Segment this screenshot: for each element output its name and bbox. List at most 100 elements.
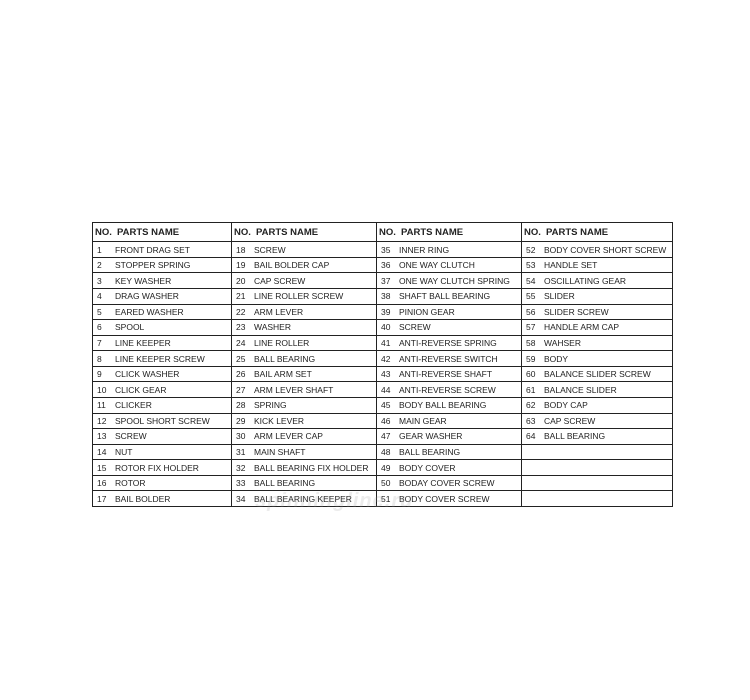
row: 42 ANTI-REVERSE SWITCH bbox=[377, 351, 521, 367]
row: 13 SCREW bbox=[93, 429, 231, 445]
part-name: BAIL BOLDER CAP bbox=[254, 260, 330, 271]
part-no: 46 bbox=[381, 415, 391, 426]
part-name: SCREW bbox=[399, 322, 431, 333]
part-no: 50 bbox=[381, 478, 391, 489]
part-no: 64 bbox=[526, 431, 536, 442]
part-name: HANDLE ARM CAP bbox=[544, 322, 620, 333]
part-no: 11 bbox=[97, 400, 106, 411]
part-name: CLICKER bbox=[115, 400, 152, 411]
header-name: PARTS NAME bbox=[117, 226, 180, 238]
header-row: NO. PARTS NAME bbox=[377, 223, 521, 243]
part-no: 55 bbox=[526, 291, 536, 302]
row: 12 SPOOL SHORT SCREW bbox=[93, 414, 231, 430]
part-no: 49 bbox=[381, 462, 391, 473]
part-no: 26 bbox=[236, 369, 246, 380]
part-name: CLICK GEAR bbox=[115, 384, 167, 395]
row: 31 MAIN SHAFT bbox=[232, 445, 376, 461]
column: NO. PARTS NAME 52 BODY COVER SHORT SCREW 53 H… bbox=[522, 223, 672, 506]
row: 26 BAIL ARM SET bbox=[232, 367, 376, 383]
row: 2 STOPPER SPRING bbox=[93, 258, 231, 274]
row: 64 BALL BEARING bbox=[522, 429, 672, 445]
header-no: NO. bbox=[234, 226, 251, 238]
part-no: 32 bbox=[236, 462, 246, 473]
row bbox=[522, 445, 672, 461]
part-no: 33 bbox=[236, 478, 246, 489]
row: 25 BALL BEARING bbox=[232, 351, 376, 367]
part-no: 48 bbox=[381, 447, 391, 458]
part-name: ANTI-REVERSE SHAFT bbox=[399, 369, 493, 380]
row: 50 BODAY COVER SCREW bbox=[377, 476, 521, 492]
row: 18 SCREW bbox=[232, 242, 376, 258]
row: 17 BAIL BOLDER bbox=[93, 491, 231, 506]
part-name: SPRING bbox=[254, 400, 287, 411]
row: 23 WASHER bbox=[232, 320, 376, 336]
part-no: 51 bbox=[381, 493, 391, 504]
part-name: ARM LEVER CAP bbox=[254, 431, 323, 442]
row: 21 LINE ROLLER SCREW bbox=[232, 289, 376, 305]
part-name: CAP SCREW bbox=[544, 415, 596, 426]
part-no: 40 bbox=[381, 322, 391, 333]
row: 22 ARM LEVER bbox=[232, 305, 376, 321]
row: 28 SPRING bbox=[232, 398, 376, 414]
part-name: BAIL BOLDER bbox=[115, 493, 171, 504]
row: 51 BODY COVER SCREW bbox=[377, 491, 521, 506]
row: 16 ROTOR bbox=[93, 476, 231, 492]
part-name: EARED WASHER bbox=[115, 306, 184, 317]
row: 44 ANTI-REVERSE SCREW bbox=[377, 382, 521, 398]
part-no: 19 bbox=[236, 260, 246, 271]
row: 33 BALL BEARING bbox=[232, 476, 376, 492]
part-no: 43 bbox=[381, 369, 391, 380]
row: 61 BALANCE SLIDER bbox=[522, 382, 672, 398]
header-row: NO. PARTS NAME bbox=[232, 223, 376, 243]
row: 48 BALL BEARING bbox=[377, 445, 521, 461]
row bbox=[522, 460, 672, 476]
row: 34 BALL BEARING KEEPER bbox=[232, 491, 376, 506]
row: 30 ARM LEVER CAP bbox=[232, 429, 376, 445]
part-no: 36 bbox=[381, 260, 391, 271]
part-no: 17 bbox=[97, 493, 107, 504]
row: 39 PINION GEAR bbox=[377, 305, 521, 321]
part-name: LINE ROLLER SCREW bbox=[254, 291, 344, 302]
row: 43 ANTI-REVERSE SHAFT bbox=[377, 367, 521, 383]
part-name: BODY CAP bbox=[544, 400, 588, 411]
part-no: 20 bbox=[236, 275, 246, 286]
part-name: OSCILLATING GEAR bbox=[544, 275, 627, 286]
part-no: 53 bbox=[526, 260, 536, 271]
row: 8 LINE KEEPER SCREW bbox=[93, 351, 231, 367]
part-no: 3 bbox=[97, 275, 102, 286]
row: 32 BALL BEARING FIX HOLDER bbox=[232, 460, 376, 476]
part-no: 21 bbox=[236, 291, 246, 302]
header-name: PARTS NAME bbox=[546, 226, 609, 238]
part-name: ANTI-REVERSE SCREW bbox=[399, 384, 496, 395]
part-no: 54 bbox=[526, 275, 536, 286]
header-name: PARTS NAME bbox=[401, 226, 464, 238]
row: 57 HANDLE ARM CAP bbox=[522, 320, 672, 336]
part-no: 13 bbox=[97, 431, 107, 442]
row bbox=[522, 476, 672, 492]
part-name: CAP SCREW bbox=[254, 275, 306, 286]
row: 62 BODY CAP bbox=[522, 398, 672, 414]
row: 52 BODY COVER SHORT SCREW bbox=[522, 242, 672, 258]
column: NO. PARTS NAME 35 INNER RING 36 ONE WAY CLUTC… bbox=[377, 223, 522, 506]
header-no: NO. bbox=[379, 226, 396, 238]
row: 11 CLICKER bbox=[93, 398, 231, 414]
row: 41 ANTI-REVERSE SPRING bbox=[377, 336, 521, 352]
row: 36 ONE WAY CLUTCH bbox=[377, 258, 521, 274]
part-no: 5 bbox=[97, 306, 102, 317]
part-name: KEY WASHER bbox=[115, 275, 172, 286]
part-no: 27 bbox=[236, 384, 246, 395]
part-no: 8 bbox=[97, 353, 102, 364]
part-no: 60 bbox=[526, 369, 536, 380]
part-name: WASHER bbox=[254, 322, 291, 333]
part-no: 42 bbox=[381, 353, 391, 364]
row: 19 BAIL BOLDER CAP bbox=[232, 258, 376, 274]
row: 46 MAIN GEAR bbox=[377, 414, 521, 430]
part-name: BALL BEARING bbox=[254, 478, 316, 489]
part-name: BALL BEARING bbox=[254, 353, 316, 364]
part-no: 12 bbox=[97, 415, 107, 426]
part-name: FRONT DRAG SET bbox=[115, 244, 190, 255]
row: 35 INNER RING bbox=[377, 242, 521, 258]
part-name: BALANCE SLIDER SCREW bbox=[544, 369, 651, 380]
part-no: 15 bbox=[97, 462, 107, 473]
part-name: NUT bbox=[115, 447, 133, 458]
